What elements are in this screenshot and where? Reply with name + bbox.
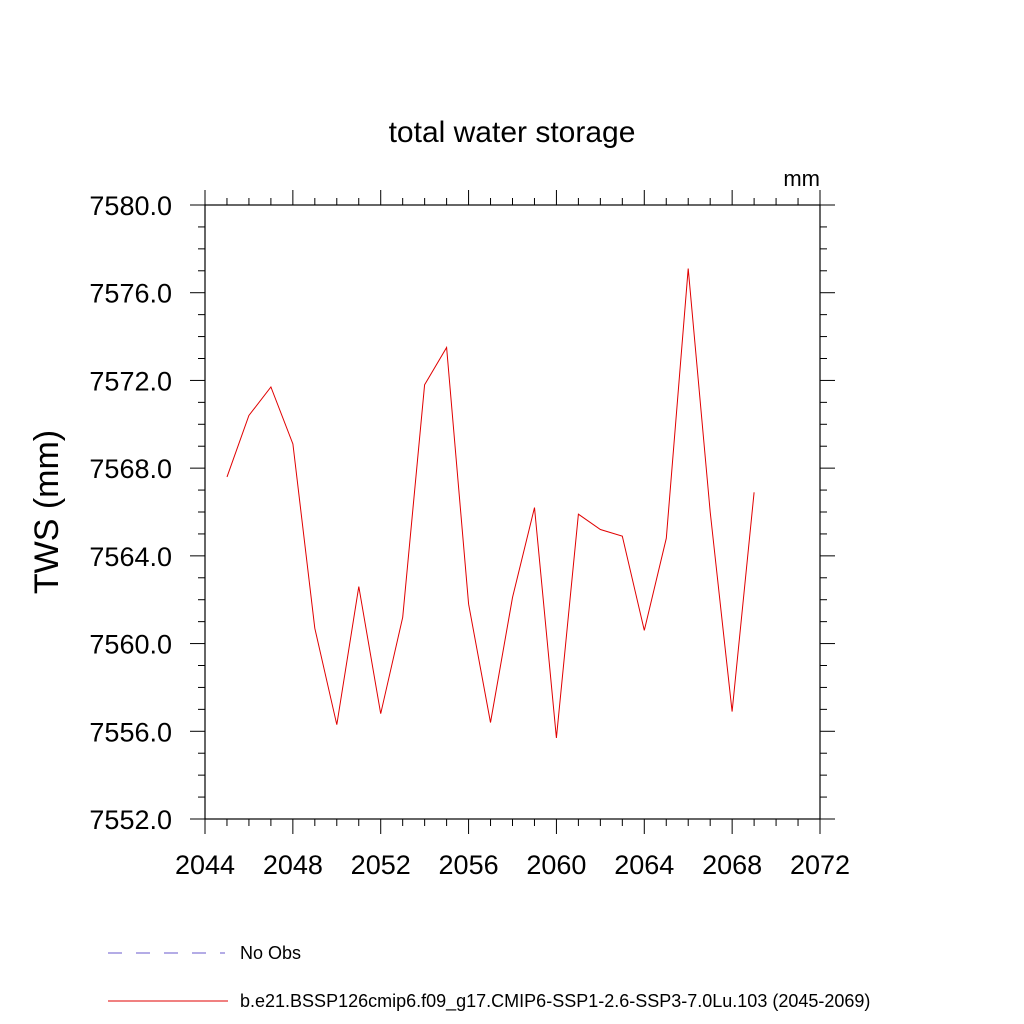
y-tick-label: 7572.0 (89, 366, 172, 396)
legend-label-model-run: b.e21.BSSP126cmip6.f09_g17.CMIP6-SSP1-2.… (240, 991, 870, 1012)
y-tick-label: 7568.0 (89, 454, 172, 484)
series-layer (226, 268, 755, 738)
y-tick-label: 7556.0 (89, 717, 172, 747)
x-tick-label: 2060 (526, 850, 586, 880)
x-tick-label: 2064 (614, 850, 674, 880)
axis-tick-labels: 2044 2048 2052 2056 2060 2064 2068 2072 7552.0 75… (89, 191, 850, 880)
x-tick-label: 2048 (263, 850, 323, 880)
x-tick-label: 2044 (175, 850, 235, 880)
x-tick-label: 2072 (790, 850, 850, 880)
x-tick-label: 2056 (439, 850, 499, 880)
chart-title: total water storage (389, 116, 636, 149)
y-tick-label: 7564.0 (89, 542, 172, 572)
y-tick-label: 7560.0 (89, 630, 172, 660)
y-tick-label: 7576.0 (89, 279, 172, 309)
plot-frame (204, 204, 821, 820)
y-tick-label: 7552.0 (89, 805, 172, 835)
legend-label-no-obs: No Obs (240, 943, 301, 963)
x-tick-label: 2052 (351, 850, 411, 880)
y-axis-label: TWS (mm) (28, 430, 66, 594)
series-line (226, 268, 755, 738)
units-label: mm (783, 166, 820, 191)
y-tick-label: 7580.0 (89, 191, 172, 221)
legend: No Obs b.e21.BSSP126cmip6.f09_g17.CMIP6-… (108, 943, 870, 1012)
x-tick-label: 2068 (702, 850, 762, 880)
axis-ticks (190, 190, 835, 834)
